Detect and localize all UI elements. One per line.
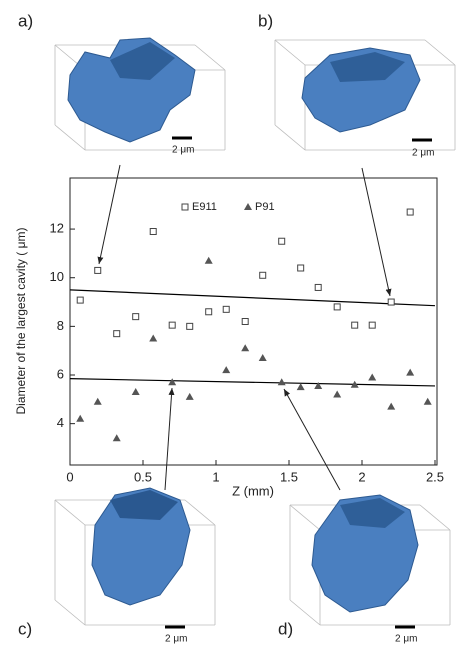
- point: [278, 378, 286, 385]
- point: [205, 257, 213, 264]
- y-tick-label: 12: [50, 221, 64, 236]
- panel-c: [55, 488, 215, 627]
- point: [352, 322, 358, 328]
- plot-frame: [70, 178, 437, 465]
- trend-line: [70, 379, 435, 386]
- y-tick-label: 6: [57, 366, 64, 381]
- legend-label: P91: [255, 201, 275, 213]
- point: [113, 434, 121, 441]
- panel-a: [55, 38, 225, 150]
- point: [76, 415, 84, 422]
- point: [168, 378, 176, 385]
- scale-label: 2 μm: [165, 634, 187, 645]
- scale-label: 2 μm: [172, 145, 194, 156]
- point: [315, 284, 321, 290]
- x-tick-label: 1: [212, 469, 219, 484]
- point: [406, 369, 414, 376]
- scale-label: 2 μm: [395, 634, 417, 645]
- point: [223, 306, 229, 312]
- trend-line: [70, 290, 435, 306]
- point: [369, 322, 375, 328]
- x-tick-label: 2.5: [426, 469, 444, 484]
- legend-marker: [244, 203, 252, 210]
- point: [260, 272, 266, 278]
- point: [333, 390, 341, 397]
- figure: a) b) c) d) 2 μm 2 μm 2 μm 2 μm Diameter…: [0, 0, 464, 653]
- point: [424, 398, 432, 405]
- point: [150, 229, 156, 235]
- point: [368, 373, 376, 380]
- point: [132, 388, 140, 395]
- point: [298, 265, 304, 271]
- point: [387, 403, 395, 410]
- point: [77, 297, 83, 303]
- legend-label: E911: [192, 201, 217, 213]
- point: [334, 304, 340, 310]
- panel-label: b): [258, 11, 273, 30]
- point: [187, 323, 193, 329]
- point: [297, 383, 305, 390]
- point: [169, 322, 175, 328]
- point: [114, 331, 120, 337]
- x-tick-label: 0.5: [134, 469, 152, 484]
- y-tick-label: 4: [57, 415, 64, 430]
- point: [241, 344, 249, 351]
- point: [259, 354, 267, 361]
- x-tick-label: 1.5: [280, 469, 298, 484]
- legend-marker: [182, 204, 188, 210]
- point: [186, 393, 194, 400]
- panel-label: a): [18, 11, 33, 30]
- point: [95, 267, 101, 273]
- point: [279, 238, 285, 244]
- x-axis-label: Z (mm): [232, 483, 274, 498]
- y-tick-label: 10: [50, 269, 64, 284]
- point: [407, 209, 413, 215]
- point: [242, 319, 248, 325]
- panel-label: c): [18, 619, 32, 638]
- y-tick-label: 8: [57, 318, 64, 333]
- y-axis-label: Diameter of the largest cavity ( μm): [14, 228, 28, 415]
- point: [388, 299, 394, 305]
- panel-d: [290, 495, 450, 627]
- panel-b: [275, 40, 455, 150]
- point: [133, 314, 139, 320]
- scale-label: 2 μm: [412, 148, 434, 159]
- x-tick-label: 0: [66, 469, 73, 484]
- panel-label: d): [278, 619, 293, 638]
- x-tick-label: 2: [358, 469, 365, 484]
- point: [222, 366, 230, 373]
- point: [149, 335, 157, 342]
- arrows: [99, 165, 390, 490]
- point: [206, 309, 212, 315]
- point: [94, 398, 102, 405]
